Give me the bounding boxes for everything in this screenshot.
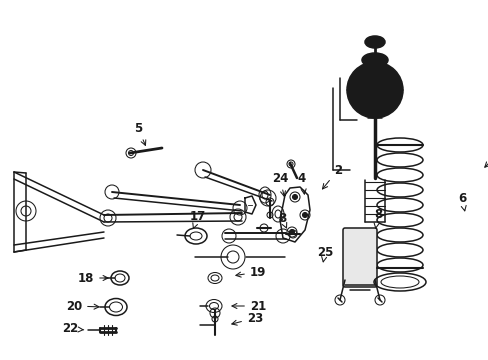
Text: 15: 15 xyxy=(0,359,1,360)
Text: 7: 7 xyxy=(0,359,1,360)
Text: 14: 14 xyxy=(0,359,1,360)
Circle shape xyxy=(346,62,402,118)
Circle shape xyxy=(364,80,384,100)
Text: 23: 23 xyxy=(231,311,263,325)
Text: 2: 2 xyxy=(322,163,342,189)
Text: 4: 4 xyxy=(0,359,1,360)
Text: 9: 9 xyxy=(0,359,1,360)
Text: 4: 4 xyxy=(297,171,305,194)
Circle shape xyxy=(292,194,297,199)
Text: 8: 8 xyxy=(373,208,381,228)
Text: 19: 19 xyxy=(235,266,265,279)
Text: 1: 1 xyxy=(0,359,1,360)
Text: 24: 24 xyxy=(271,171,287,196)
Text: 21: 21 xyxy=(231,300,265,312)
Text: 3: 3 xyxy=(484,145,488,167)
Text: 13: 13 xyxy=(0,359,1,360)
Text: 10: 10 xyxy=(0,359,1,360)
Text: 8: 8 xyxy=(277,211,286,228)
Text: 12: 12 xyxy=(0,359,1,360)
Text: 17: 17 xyxy=(189,210,206,228)
Text: 11: 11 xyxy=(0,359,1,360)
Text: 16: 16 xyxy=(0,359,1,360)
Text: 25: 25 xyxy=(316,246,332,262)
Ellipse shape xyxy=(364,36,384,48)
Text: 5: 5 xyxy=(134,122,145,145)
Text: 6: 6 xyxy=(0,359,1,360)
Circle shape xyxy=(302,212,307,217)
Circle shape xyxy=(289,230,294,234)
Text: 22: 22 xyxy=(62,323,83,336)
Text: 6: 6 xyxy=(457,192,465,211)
FancyBboxPatch shape xyxy=(342,228,376,287)
Text: 18: 18 xyxy=(78,271,108,284)
Text: 20: 20 xyxy=(66,300,99,312)
Ellipse shape xyxy=(361,53,387,67)
